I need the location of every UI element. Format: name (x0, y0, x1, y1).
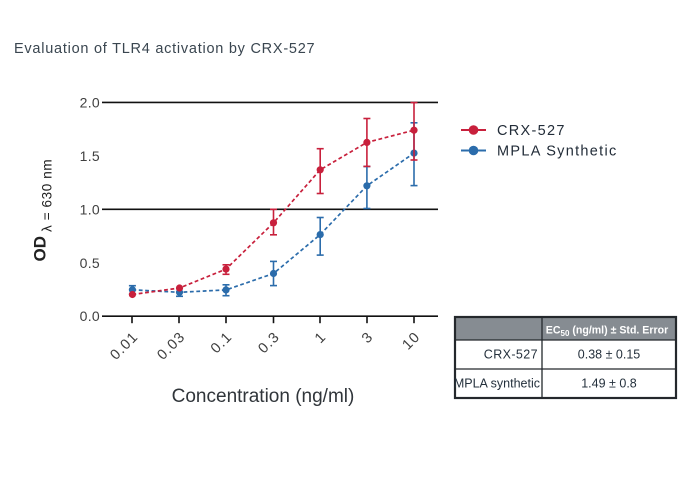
svg-text:CRX-527: CRX-527 (497, 123, 566, 139)
svg-text:Evaluation of TLR4 activation: Evaluation of TLR4 activation by CRX-527 (14, 41, 315, 57)
svg-text:ODλ = 630 nm: ODλ = 630 nm (31, 159, 55, 262)
svg-text:CRX-527: CRX-527 (484, 348, 538, 362)
svg-text:MPLA synthetic: MPLA synthetic (454, 377, 540, 391)
svg-text:2.0: 2.0 (80, 94, 100, 110)
svg-text:EC50 (ng/ml) ± Std. Error: EC50 (ng/ml) ± Std. Error (546, 325, 668, 339)
svg-text:1.5: 1.5 (80, 148, 100, 164)
svg-text:1.0: 1.0 (80, 201, 100, 217)
svg-text:Concentration (ng/ml): Concentration (ng/ml) (172, 386, 355, 407)
svg-text:0.38 ± 0.15: 0.38 ± 0.15 (578, 348, 641, 362)
svg-text:0.0: 0.0 (80, 308, 100, 324)
svg-text:1.49 ± 0.8: 1.49 ± 0.8 (581, 377, 637, 391)
svg-text:0.5: 0.5 (80, 255, 100, 271)
svg-text:MPLA Synthetic: MPLA Synthetic (497, 144, 618, 160)
